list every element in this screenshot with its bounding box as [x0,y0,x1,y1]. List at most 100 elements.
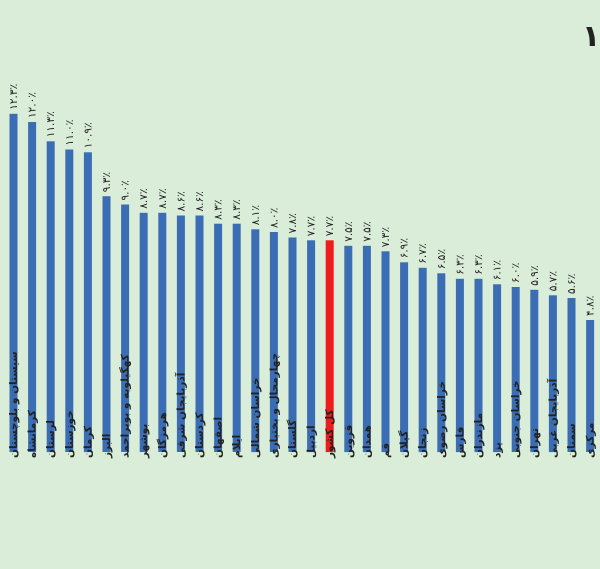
bar [251,229,260,453]
bar [288,237,297,452]
category-label: قم [380,443,392,458]
category-label: تهران [529,428,541,458]
category-label: سمنان [566,423,578,458]
category-label: ایلام [231,435,243,458]
category-label: فارس [454,427,466,458]
value-label: ۱۱.۳٪ [45,111,57,137]
category-label: کل کشور [324,409,336,459]
bar [214,223,223,452]
category-label: آذربایجان غربی [546,378,559,458]
value-label: ۸.۶٪ [194,191,206,211]
category-label: گلستان [286,419,299,458]
category-label: اردبیل [306,425,318,458]
category-label: همدان [361,425,373,458]
value-label: ۷.۵٪ [361,222,373,242]
category-label: مرکزی [585,423,597,458]
value-labels-group: ۱۲.۳٪ ۱۲.۰٪ ۱۱.۳٪ ۱۱.۰٪ ۱۰.۹٪ ۹.۳٪ ۹.۰٪ ۸.۷٪ ۸.۷… [8,84,597,316]
category-label: خراسان رضوی [436,381,448,458]
value-label: ۴.۸٪ [585,296,597,316]
bar [83,152,92,453]
value-label: ۸.۷٪ [157,189,169,209]
bar [437,273,446,453]
category-label: کرمانشاه [27,409,39,458]
bar [511,287,520,452]
category-label: زنجان [417,428,429,458]
bar [325,240,334,453]
bar [548,295,557,453]
value-label: ۷.۵٪ [343,222,355,242]
bar [9,113,18,453]
bar [121,204,130,452]
bar [232,223,241,452]
chart-title: نرخ بیکاری به تفکیک استان‌ها در بهار ۱۴۰… [582,19,600,54]
bar [307,240,316,453]
category-label: خراسان شمالی [250,378,262,458]
bar [530,289,539,453]
value-label: ۶.۳٪ [473,255,485,275]
value-label: ۶.۳٪ [454,255,466,275]
value-label: ۶.۷٪ [417,244,429,264]
bar [176,215,185,452]
category-label: قزوین [343,425,355,458]
value-label: ۱۱.۰٪ [64,120,76,146]
category-label: مازندران [473,413,485,458]
bar [493,284,502,453]
value-label: ۹.۳٪ [101,172,113,192]
value-label: ۷.۳٪ [380,227,392,247]
bar [139,212,148,452]
category-label: یزد [492,442,504,458]
value-label: ۸.۳٪ [213,199,225,219]
category-labels-group: سیستان و بلوچستان کرمانشاه لرستان خوزستان کر… [8,351,597,459]
bar [381,251,390,453]
value-label: ۷.۷٪ [306,216,318,236]
value-label: ۵.۷٪ [547,271,559,291]
bar [65,149,74,452]
value-label: ۹.۰٪ [120,180,132,200]
category-label: البرز [101,434,113,459]
bar [269,232,278,452]
value-label: ۸.۰٪ [268,208,280,228]
bar [46,141,55,453]
bar [344,245,353,453]
value-label: ۱۲.۳٪ [8,84,20,110]
bar [102,196,111,452]
value-label: ۶.۹٪ [399,238,411,258]
bar [567,298,576,452]
value-label: ۸.۷٪ [138,189,150,209]
value-label: ۶.۰٪ [510,263,522,283]
value-label: ۱۰.۹٪ [82,122,94,148]
bar [362,245,371,453]
category-label: خراسان جنوبی [510,380,522,458]
category-label: اصفهان [213,417,225,458]
value-label: ۸.۶٪ [175,191,187,211]
bar [474,278,483,453]
category-label: کهگیلویه و بویراحمد [119,353,132,458]
value-label: ۸.۱٪ [250,205,262,225]
category-label: لرستان [45,420,57,458]
category-label: چهارمحال و بختیاری [268,353,280,458]
value-label: ۶.۱٪ [492,260,504,280]
value-label: ۵.۹٪ [529,266,541,286]
value-label: ۶.۵٪ [436,249,448,269]
bar [418,267,427,453]
value-label: ۵.۶٪ [566,274,578,294]
category-label: کردستان [194,412,206,458]
bar [195,215,204,452]
bar [28,122,37,452]
category-label: کرمان [82,425,94,458]
category-label: هرمزگان [156,412,169,458]
bar [158,212,167,452]
category-label: بوشهر [138,424,150,459]
category-label: خوزستان [64,410,76,458]
value-label: ۱۲.۰٪ [27,92,39,118]
value-label: ۷.۷٪ [324,216,336,236]
bar [586,320,595,452]
category-label: سیستان و بلوچستان [8,351,20,458]
value-label: ۸.۳٪ [231,199,243,219]
bars-group [9,113,595,453]
bar [455,278,464,453]
value-label: ۷.۸٪ [287,213,299,233]
category-label: گیلان [398,430,411,458]
category-label: آذربایجان شرقی [174,372,187,458]
